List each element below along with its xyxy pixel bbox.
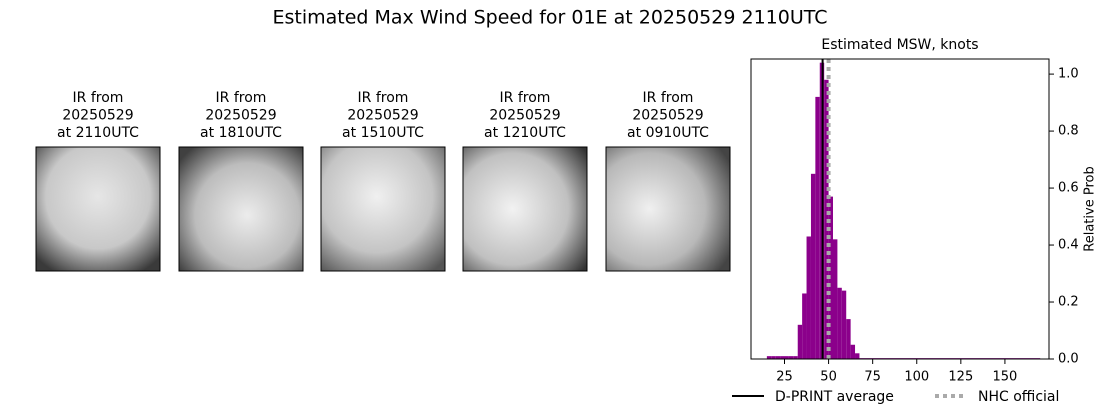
panel-label: IR from — [500, 90, 551, 106]
panel-label: at 1210UTC — [484, 125, 566, 141]
x-tick-label: 25 — [776, 370, 793, 385]
bar — [810, 173, 816, 359]
panel-label: 20250529 — [632, 108, 703, 124]
panel-label: at 2110UTC — [57, 125, 139, 141]
bar — [824, 79, 829, 359]
ir-image — [35, 146, 161, 272]
y-tick-label: 0.4 — [1058, 238, 1079, 253]
bar — [855, 353, 860, 359]
panel-label: IR from — [216, 90, 267, 106]
bar — [832, 239, 838, 359]
panel-label: at 0910UTC — [627, 125, 709, 141]
ir-image — [462, 146, 588, 272]
bar — [775, 356, 781, 359]
x-tick-label: 150 — [993, 370, 1018, 385]
bar — [828, 196, 833, 359]
ir-image — [320, 146, 446, 272]
y-tick-label: 0.0 — [1058, 352, 1079, 367]
panel-label: IR from — [73, 90, 124, 106]
y-axis-label: Relative Prob — [1083, 166, 1098, 251]
bar — [793, 356, 798, 359]
bar — [841, 290, 847, 359]
bar — [766, 356, 772, 359]
chart-title: Estimated MSW, knots — [821, 37, 978, 53]
bar — [837, 287, 842, 359]
panel-label: at 1510UTC — [342, 125, 424, 141]
figure-title: Estimated Max Wind Speed for 01E at 2025… — [272, 7, 827, 29]
legend-label: D-PRINT average — [775, 389, 894, 405]
bar — [797, 324, 803, 359]
x-tick-label: 50 — [820, 370, 837, 385]
bar — [780, 356, 785, 359]
x-tick-label: 100 — [904, 370, 929, 385]
bar — [850, 344, 856, 359]
bar — [806, 236, 811, 359]
x-tick-label: 75 — [864, 370, 881, 385]
ir-image — [178, 146, 304, 272]
histogram-chart: Estimated MSW, knots 25 50 75 100 125 150 0.0 0.… — [732, 37, 1098, 405]
panel-label: 20250529 — [62, 108, 133, 124]
y-tick-label: 0.2 — [1058, 295, 1079, 310]
panel-label: at 1810UTC — [200, 125, 282, 141]
bar — [815, 96, 820, 360]
ir-image — [605, 146, 731, 272]
plot-frame — [750, 58, 1050, 360]
x-tick-label: 125 — [948, 370, 973, 385]
bar — [846, 319, 851, 359]
bar — [802, 293, 807, 359]
panel-label: 20250529 — [347, 108, 418, 124]
panel-label: IR from — [358, 90, 409, 106]
legend-label: NHC official — [978, 389, 1059, 405]
bar — [788, 356, 794, 359]
bar — [771, 356, 776, 359]
y-tick-label: 0.6 — [1058, 181, 1079, 196]
y-tick-label: 0.8 — [1058, 124, 1079, 139]
panel-label: 20250529 — [205, 108, 276, 124]
y-tick-label: 1.0 — [1058, 67, 1079, 82]
panel-label: 20250529 — [489, 108, 560, 124]
panel-label: IR from — [643, 90, 694, 106]
bar — [784, 356, 789, 359]
